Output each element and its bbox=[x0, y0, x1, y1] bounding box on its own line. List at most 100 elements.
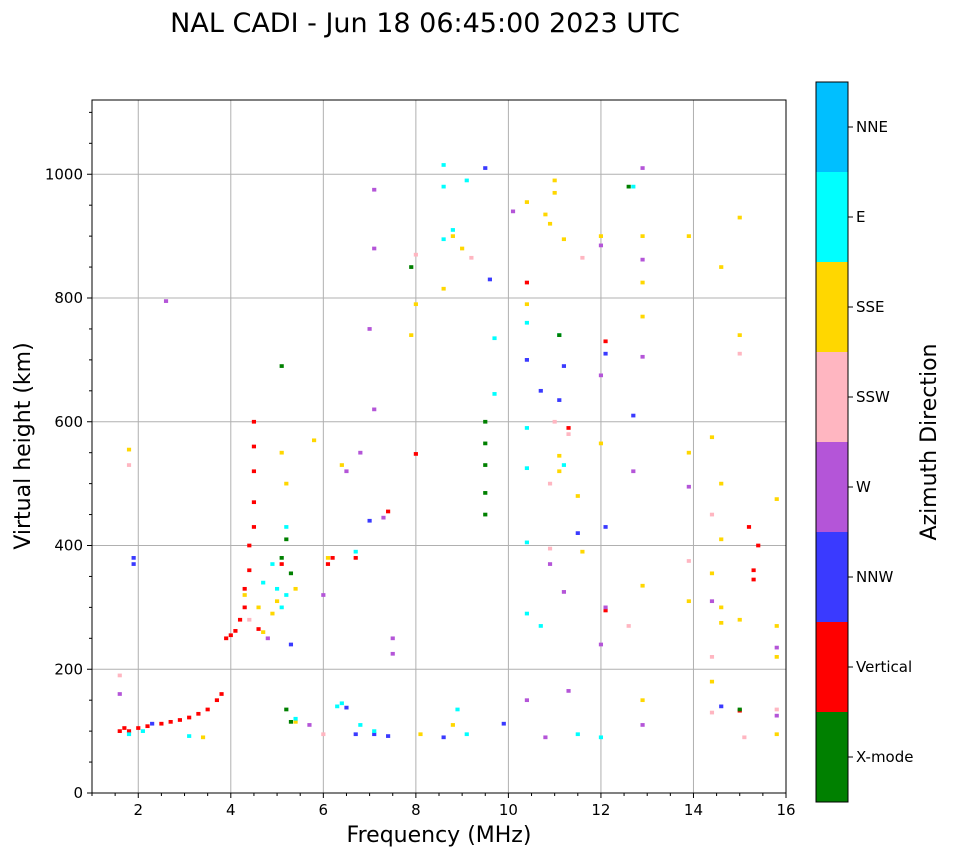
echo-point-e bbox=[261, 580, 266, 585]
echo-point-sse bbox=[557, 453, 562, 458]
echo-point-sse bbox=[686, 234, 691, 238]
echo-point-w bbox=[390, 636, 395, 641]
y-tick-label: 600 bbox=[54, 413, 83, 431]
echo-point-vertical bbox=[279, 562, 284, 566]
echo-point-sse bbox=[524, 200, 529, 204]
echo-point-e bbox=[575, 732, 580, 737]
echo-point-vertical bbox=[122, 726, 127, 730]
echo-point-e bbox=[538, 624, 543, 628]
x-tick-label: 16 bbox=[776, 801, 795, 819]
echo-point-w bbox=[390, 651, 395, 656]
echo-point-e bbox=[524, 540, 529, 545]
echo-point-e bbox=[441, 237, 446, 242]
echo-point-nnw bbox=[524, 358, 529, 362]
echo-point-e bbox=[524, 320, 529, 325]
echo-point-vertical bbox=[233, 629, 238, 633]
y-tick-label: 200 bbox=[54, 660, 83, 678]
echo-point-w bbox=[598, 642, 604, 647]
colorbar-category-label: SSE bbox=[856, 298, 885, 316]
echo-point-nnw bbox=[603, 351, 608, 356]
echo-point-nnw bbox=[131, 562, 136, 566]
echo-point-e bbox=[372, 729, 377, 733]
echo-point-vertical bbox=[224, 636, 229, 641]
colorbar-category-label: E bbox=[856, 208, 865, 226]
echo-point-x-mode bbox=[288, 571, 294, 576]
echo-point-e bbox=[284, 525, 289, 529]
echo-point-w bbox=[709, 599, 715, 604]
echo-point-vertical bbox=[251, 419, 257, 424]
echo-point-x-mode bbox=[737, 707, 742, 712]
echo-point-x-mode bbox=[626, 184, 631, 189]
echo-point-e bbox=[441, 184, 446, 189]
echo-point-ssw bbox=[552, 419, 557, 424]
echo-point-e bbox=[561, 463, 567, 467]
echo-point-sse bbox=[737, 333, 742, 337]
echo-point-e bbox=[270, 562, 275, 566]
echo-point-sse bbox=[450, 723, 455, 727]
echo-point-vertical bbox=[353, 556, 358, 560]
echo-point-sse bbox=[552, 190, 557, 195]
echo-point-sse bbox=[126, 447, 132, 452]
echo-point-sse bbox=[450, 234, 455, 238]
echo-point-sse bbox=[640, 583, 645, 588]
echo-point-sse bbox=[774, 624, 779, 628]
echo-point-nnw bbox=[501, 721, 506, 726]
echo-point-vertical bbox=[413, 452, 418, 456]
echo-point-vertical bbox=[117, 729, 122, 733]
colorbar-segment bbox=[816, 712, 848, 802]
x-tick-label: 8 bbox=[411, 801, 421, 819]
echo-point-nnw bbox=[557, 398, 562, 402]
echo-point-nnw bbox=[561, 364, 567, 368]
echo-point-vertical bbox=[751, 577, 756, 582]
colorbar-category-label: NNE bbox=[856, 118, 888, 136]
echo-point-nnw bbox=[372, 732, 377, 737]
echo-point-sse bbox=[598, 234, 604, 238]
grid-lines bbox=[92, 100, 786, 793]
echo-point-vertical bbox=[228, 633, 233, 638]
echo-point-e bbox=[464, 732, 469, 737]
echo-point-nnw bbox=[631, 413, 636, 418]
echo-point-e bbox=[631, 184, 636, 189]
echo-point-sse bbox=[293, 719, 298, 724]
echo-point-e bbox=[450, 228, 455, 232]
echo-point-vertical bbox=[330, 556, 335, 560]
echo-point-w bbox=[774, 713, 779, 718]
echo-point-vertical bbox=[566, 426, 571, 430]
echo-point-sse bbox=[325, 556, 331, 560]
chart-title: NAL CADI - Jun 18 06:45:00 2023 UTC bbox=[170, 8, 680, 39]
echo-point-sse bbox=[552, 178, 557, 183]
echo-point-x-mode bbox=[483, 419, 488, 424]
echo-point-ssw bbox=[737, 351, 742, 356]
colorbar-frame bbox=[815, 81, 849, 803]
colorbar-segment bbox=[816, 172, 848, 262]
echo-point-ssw bbox=[547, 481, 553, 486]
echo-point-e bbox=[293, 716, 298, 721]
echo-point-w bbox=[561, 590, 567, 594]
echo-point-sse bbox=[270, 611, 275, 616]
echo-point-e bbox=[598, 735, 604, 740]
echo-point-ssw bbox=[117, 673, 122, 678]
echo-point-x-mode bbox=[557, 333, 562, 337]
echo-point-w bbox=[547, 562, 553, 566]
echo-point-vertical bbox=[603, 339, 608, 344]
echo-point-w bbox=[265, 636, 270, 641]
colorbar-segment bbox=[816, 532, 848, 622]
echo-point-w bbox=[631, 469, 636, 474]
echo-point-sse bbox=[709, 679, 715, 684]
echo-point-ssw bbox=[413, 252, 418, 257]
echo-point-e bbox=[279, 605, 284, 610]
x-tick-label: 4 bbox=[226, 801, 236, 819]
echo-point-sse bbox=[274, 599, 280, 604]
echo-point-w bbox=[358, 450, 363, 455]
x-tick-label: 10 bbox=[499, 801, 518, 819]
echo-point-vertical bbox=[187, 715, 192, 720]
echo-point-sse bbox=[547, 221, 553, 226]
echo-point-sse bbox=[279, 450, 284, 455]
echo-point-w bbox=[566, 689, 571, 693]
echo-point-e bbox=[524, 611, 529, 616]
echo-point-nnw bbox=[150, 721, 155, 726]
echo-point-e bbox=[187, 734, 192, 738]
echo-point-x-mode bbox=[483, 441, 488, 446]
echo-point-w bbox=[603, 605, 608, 610]
colorbar-category-label: Vertical bbox=[856, 658, 912, 676]
